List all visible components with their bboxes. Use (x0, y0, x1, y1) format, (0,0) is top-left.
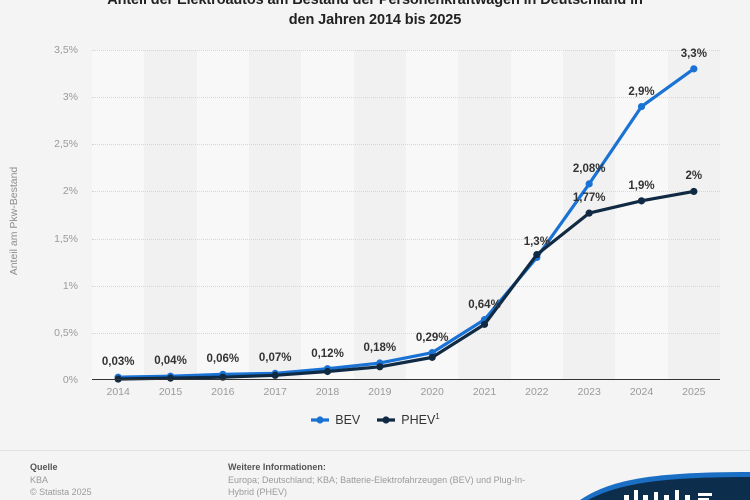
data-point-label: 0,29% (415, 331, 449, 344)
gridline (92, 144, 720, 146)
series-point[interactable] (533, 251, 541, 259)
data-point-label: 0,06% (206, 353, 240, 366)
footer-divider (0, 450, 750, 451)
source-copyright: © Statista 2025 (30, 487, 92, 497)
legend-label: BEV (335, 412, 361, 427)
series-point[interactable] (637, 197, 646, 205)
x-axis-tick-label: 2018 (315, 386, 340, 398)
title-line-1: Anteil der Elektroautos am Bestand der P… (107, 0, 643, 8)
gridline (92, 332, 720, 334)
plot-area: 0,03% 0,04% 0,06% 0,07% 0,12% 0,18% 0,29% 0,64%… (92, 47, 720, 383)
background-band (196, 50, 249, 380)
series-point[interactable] (637, 102, 646, 111)
legend-item[interactable]: PHEV1 (376, 412, 440, 427)
y-axis-tick-label: 1% (62, 279, 78, 292)
series-point[interactable] (480, 320, 489, 328)
x-axis-tick-label: 2024 (629, 386, 654, 398)
data-point-label: 3,3% (680, 47, 707, 60)
x-axis-line (92, 379, 720, 380)
x-axis-tick-label: 2014 (106, 386, 130, 398)
gridline (92, 285, 720, 287)
legend-item[interactable]: BEV (310, 413, 360, 427)
x-axis-tick-label: 2016 (211, 386, 235, 398)
data-point-label: 2% (685, 170, 703, 183)
page-title: Anteil der Elektroautos am Bestand der P… (55, 0, 695, 30)
x-axis-labels: 2014 2015 2016 2017 2018 2019 2020 2021 2022 2023… (92, 386, 720, 404)
data-point-label: 2,08% (572, 162, 606, 175)
series-point[interactable] (428, 353, 436, 361)
x-axis-tick-label: 2023 (577, 386, 601, 398)
background-band (144, 50, 197, 380)
data-point-label: 1,9% (628, 179, 655, 192)
background-band (249, 50, 302, 380)
background-band (92, 50, 145, 380)
legend-marker-icon (311, 415, 330, 424)
x-axis-tick-label: 2017 (263, 386, 287, 398)
x-axis-tick-label: 2022 (525, 386, 549, 398)
more-info-line-1: Europa; Deutschland; KBA; Batterie-Elekt… (228, 474, 526, 485)
series-line (116, 67, 696, 379)
data-point-label: 0,64% (468, 298, 501, 311)
data-point-label: 0,04% (154, 355, 187, 368)
legend-label: PHEV1 (401, 412, 440, 428)
background-band (667, 50, 720, 380)
y-axis-tick-label: 3,5% (54, 44, 78, 56)
gridline (92, 97, 720, 99)
y-axis-tick-label: 0,5% (54, 326, 78, 339)
more-info-block: Weitere Informationen: Europa; Deutschla… (228, 461, 558, 499)
data-point-label: 0,12% (311, 347, 344, 360)
series-point[interactable] (690, 65, 698, 73)
legend-marker-icon (377, 415, 396, 424)
series-point[interactable] (219, 373, 227, 381)
statista-logo[interactable] (580, 454, 750, 500)
series-lines (114, 65, 698, 383)
background-band (353, 50, 406, 380)
source-name: KBA (30, 474, 49, 485)
data-point-label: 0,07% (258, 352, 292, 365)
background-band (301, 50, 354, 380)
series-point[interactable] (271, 371, 279, 379)
x-axis-tick-label: 2015 (158, 386, 183, 398)
x-axis-tick-label: 2025 (682, 386, 706, 398)
x-axis-tick-label: 2020 (420, 386, 444, 398)
data-point-label: 1,77% (572, 192, 606, 205)
data-point-label: 0,18% (363, 342, 397, 355)
background-band (406, 50, 459, 380)
legend-footnote-marker: 1 (435, 412, 440, 421)
background-band (510, 50, 563, 380)
series-point[interactable] (376, 363, 384, 371)
data-point-label: 1,3% (523, 236, 550, 249)
series-point[interactable] (585, 180, 593, 188)
x-axis-tick-label: 2021 (472, 386, 497, 398)
gridline (92, 191, 720, 193)
x-axis-tick-label: 2019 (368, 386, 392, 398)
series-line (116, 189, 696, 381)
gridline (92, 238, 720, 240)
data-point-label: 0,03% (101, 356, 135, 369)
series-point[interactable] (585, 209, 593, 217)
y-axis-tick-label: 3% (62, 91, 78, 104)
y-axis-tick-label: 2% (62, 185, 78, 198)
title-line-2: den Jahren 2014 bis 2025 (288, 12, 462, 28)
y-axis-tick-label: 2,5% (54, 138, 78, 151)
y-axis-tick-label: 0% (62, 374, 78, 386)
more-info-line-2: Hybrid (PHEV) (228, 487, 288, 497)
gridline (92, 50, 720, 51)
chart-legend: BEV PHEV1 (0, 412, 750, 427)
series-point[interactable] (323, 367, 332, 376)
data-point-label: 2,9% (628, 85, 655, 98)
series-point[interactable] (690, 187, 698, 196)
y-axis-tick-label: 1,5% (54, 232, 78, 245)
source-block: Quelle KBA © Statista 2025 (30, 461, 220, 499)
statista-logo-icon (580, 472, 750, 500)
source-heading: Quelle (30, 462, 58, 472)
y-axis-labels: 0% 0,5% 1% 1,5% 2% 2,5% 3% 3,5% (0, 44, 86, 386)
more-info-heading: Weitere Informationen: (228, 462, 326, 472)
